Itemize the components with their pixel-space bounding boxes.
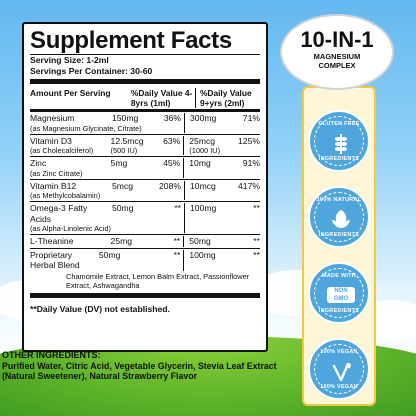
- divider: [30, 54, 260, 55]
- amount-adult: 300mg: [184, 113, 223, 133]
- amount-kids: 50mg: [112, 203, 134, 213]
- gluten-free-badge: GLUTEN FREE INGREDIENTS: [308, 110, 370, 172]
- badge-top-text: 100% VEGAN: [320, 349, 358, 355]
- divider-thick: [30, 292, 260, 298]
- dv-kids: **: [173, 236, 181, 246]
- nutrient-name: L-Theanine: [30, 236, 74, 246]
- divider-thick: [30, 109, 260, 112]
- table-row: Proprietary Herbal Blend 50mg ** 100mg *…: [30, 247, 260, 272]
- daily-value-note: **Daily Value (DV) not established.: [30, 303, 170, 314]
- complex-count: 10-IN-1: [300, 27, 374, 52]
- amount-adult: 10mcg: [184, 180, 223, 200]
- table-row: Magnesium (as Magnesium Glycinate, Citra…: [30, 112, 260, 134]
- amount-kids: 5mg: [110, 158, 128, 168]
- header-dv-adult: %Daily Value 9+yrs (2ml): [194, 88, 260, 108]
- nutrient-name: Magnesium: [30, 113, 75, 123]
- other-ingredients-text: Purified Water, Citric Acid, Vegetable G…: [2, 360, 277, 382]
- badge-top-text: 100% NATURAL: [316, 197, 362, 203]
- amount-adult: 100mg: [184, 203, 223, 233]
- servings-per-container: Servings Per Container: 30-60: [30, 66, 153, 76]
- table-row: Zinc (as Zinc Citrate) 5mg 45% 10mg 91%: [30, 156, 260, 179]
- non-gmo-line-1: NON: [334, 288, 348, 294]
- dv-adult: **: [253, 236, 260, 246]
- dv-adult: 417%: [238, 180, 260, 191]
- nutrient-source: (as Cholecalciferol): [30, 146, 94, 155]
- dv-adult: 91%: [242, 158, 260, 168]
- other-ingredients-heading: OTHER INGREDIENTS:: [2, 350, 101, 360]
- complex-line-1: MAGNESIUM: [313, 52, 361, 61]
- dv-kids: 208%: [159, 180, 182, 191]
- divider-thick: [30, 79, 260, 84]
- nutrient-name: Vitamin B12: [30, 180, 77, 191]
- dv-kids: 63%: [163, 135, 181, 146]
- dv-adult: 71%: [242, 113, 260, 123]
- complex-line-2: COMPLEX: [318, 61, 356, 70]
- badge-bottom-text: INGREDIENTS: [318, 232, 360, 238]
- amount-adult: 25mcg: [189, 135, 216, 146]
- header-dv-kids: %Daily Value 4-8yrs (1ml): [130, 88, 193, 108]
- badge-top-text: MADE WITH: [322, 273, 356, 279]
- non-gmo-line-2: GMO: [333, 296, 349, 302]
- amount-kids: 25mg: [110, 236, 133, 246]
- vegan-badge: 100% VEGAN 100% VEGAN: [308, 338, 370, 400]
- dv-kids: 45%: [163, 158, 181, 168]
- amount-kids: 5mcg: [112, 180, 134, 191]
- dv-adult: 125%: [238, 135, 260, 146]
- facts-title: Supplement Facts: [30, 27, 232, 54]
- table-row: Vitamin B12 (as Methylcobalamin) 5mcg 20…: [30, 178, 260, 202]
- amount-kids: 12.5mcg: [110, 135, 144, 146]
- natural-badge: 100% NATURAL INGREDIENTS: [308, 186, 370, 248]
- badge-bottom-text: 100% VEGAN: [320, 384, 358, 390]
- leaf-icon: [332, 210, 350, 228]
- table-row: L-Theanine 25mg ** 50mg **: [30, 234, 260, 248]
- badge-bottom-text: INGREDIENTS: [318, 156, 360, 162]
- nutrient-name: Zinc: [30, 158, 47, 168]
- non-gmo-icon: NON GMO: [327, 287, 355, 303]
- badge-top-text: GLUTEN FREE: [318, 121, 360, 127]
- dv-kids: **: [173, 249, 181, 260]
- wheat-icon: [335, 134, 347, 154]
- blend-extracts: Chamomile Extract, Lemon Balm Extract, P…: [66, 271, 250, 290]
- complex-badge: 10-IN-1 MAGNESIUM COMPLEX: [280, 14, 394, 90]
- header-amount: Amount Per Serving: [30, 88, 111, 98]
- serving-size: Serving Size: 1-2ml: [30, 55, 109, 65]
- amount-adult: 10mg: [183, 158, 222, 178]
- nutrient-source: (as Zinc Citrate): [30, 168, 83, 178]
- other-ingredients: OTHER INGREDIENTS: Purified Water, Citri…: [0, 350, 300, 382]
- nutrient-name: Vitamin D3: [30, 135, 72, 146]
- dv-kids: 36%: [163, 113, 182, 123]
- dv-adult: **: [253, 203, 260, 213]
- nutrient-name: Proprietary Herbal Blend: [30, 249, 80, 271]
- vegan-leaf-icon: [332, 362, 351, 382]
- amount-kids-iu: (500 IU): [110, 146, 138, 155]
- amount-adult-iu: (1000 IU): [189, 146, 221, 155]
- amount-adult: 100mg: [183, 249, 222, 271]
- amount-kids: 150mg: [112, 113, 139, 123]
- amount-adult: 50mg: [183, 236, 222, 247]
- nutrient-name: Omega-3 Fatty Acids: [30, 203, 88, 224]
- supplement-facts-panel: Supplement Facts Serving Size: 1-2ml Ser…: [22, 22, 268, 352]
- amount-kids: 50mg: [98, 249, 121, 260]
- nutrient-source: (as Methylcobalamin): [30, 191, 101, 200]
- nutrient-source: (as Magnesium Glycinate, Citrate): [30, 123, 142, 133]
- nutrient-source: (as Alpha-Linolenic Acid): [30, 224, 111, 233]
- badge-bottom-text: INGREDIENTS: [318, 308, 360, 314]
- dv-adult: **: [253, 249, 260, 260]
- non-gmo-badge: MADE WITH NON GMO INGREDIENTS: [308, 262, 370, 324]
- table-header: Amount Per Serving %Daily Value 4-8yrs (…: [30, 86, 260, 109]
- table-row: Omega-3 Fatty Acids (as Alpha-Linolenic …: [30, 201, 260, 234]
- dv-kids: **: [174, 203, 182, 213]
- table-row: Vitamin D3 (as Cholecalciferol) 12.5mcg …: [30, 133, 260, 157]
